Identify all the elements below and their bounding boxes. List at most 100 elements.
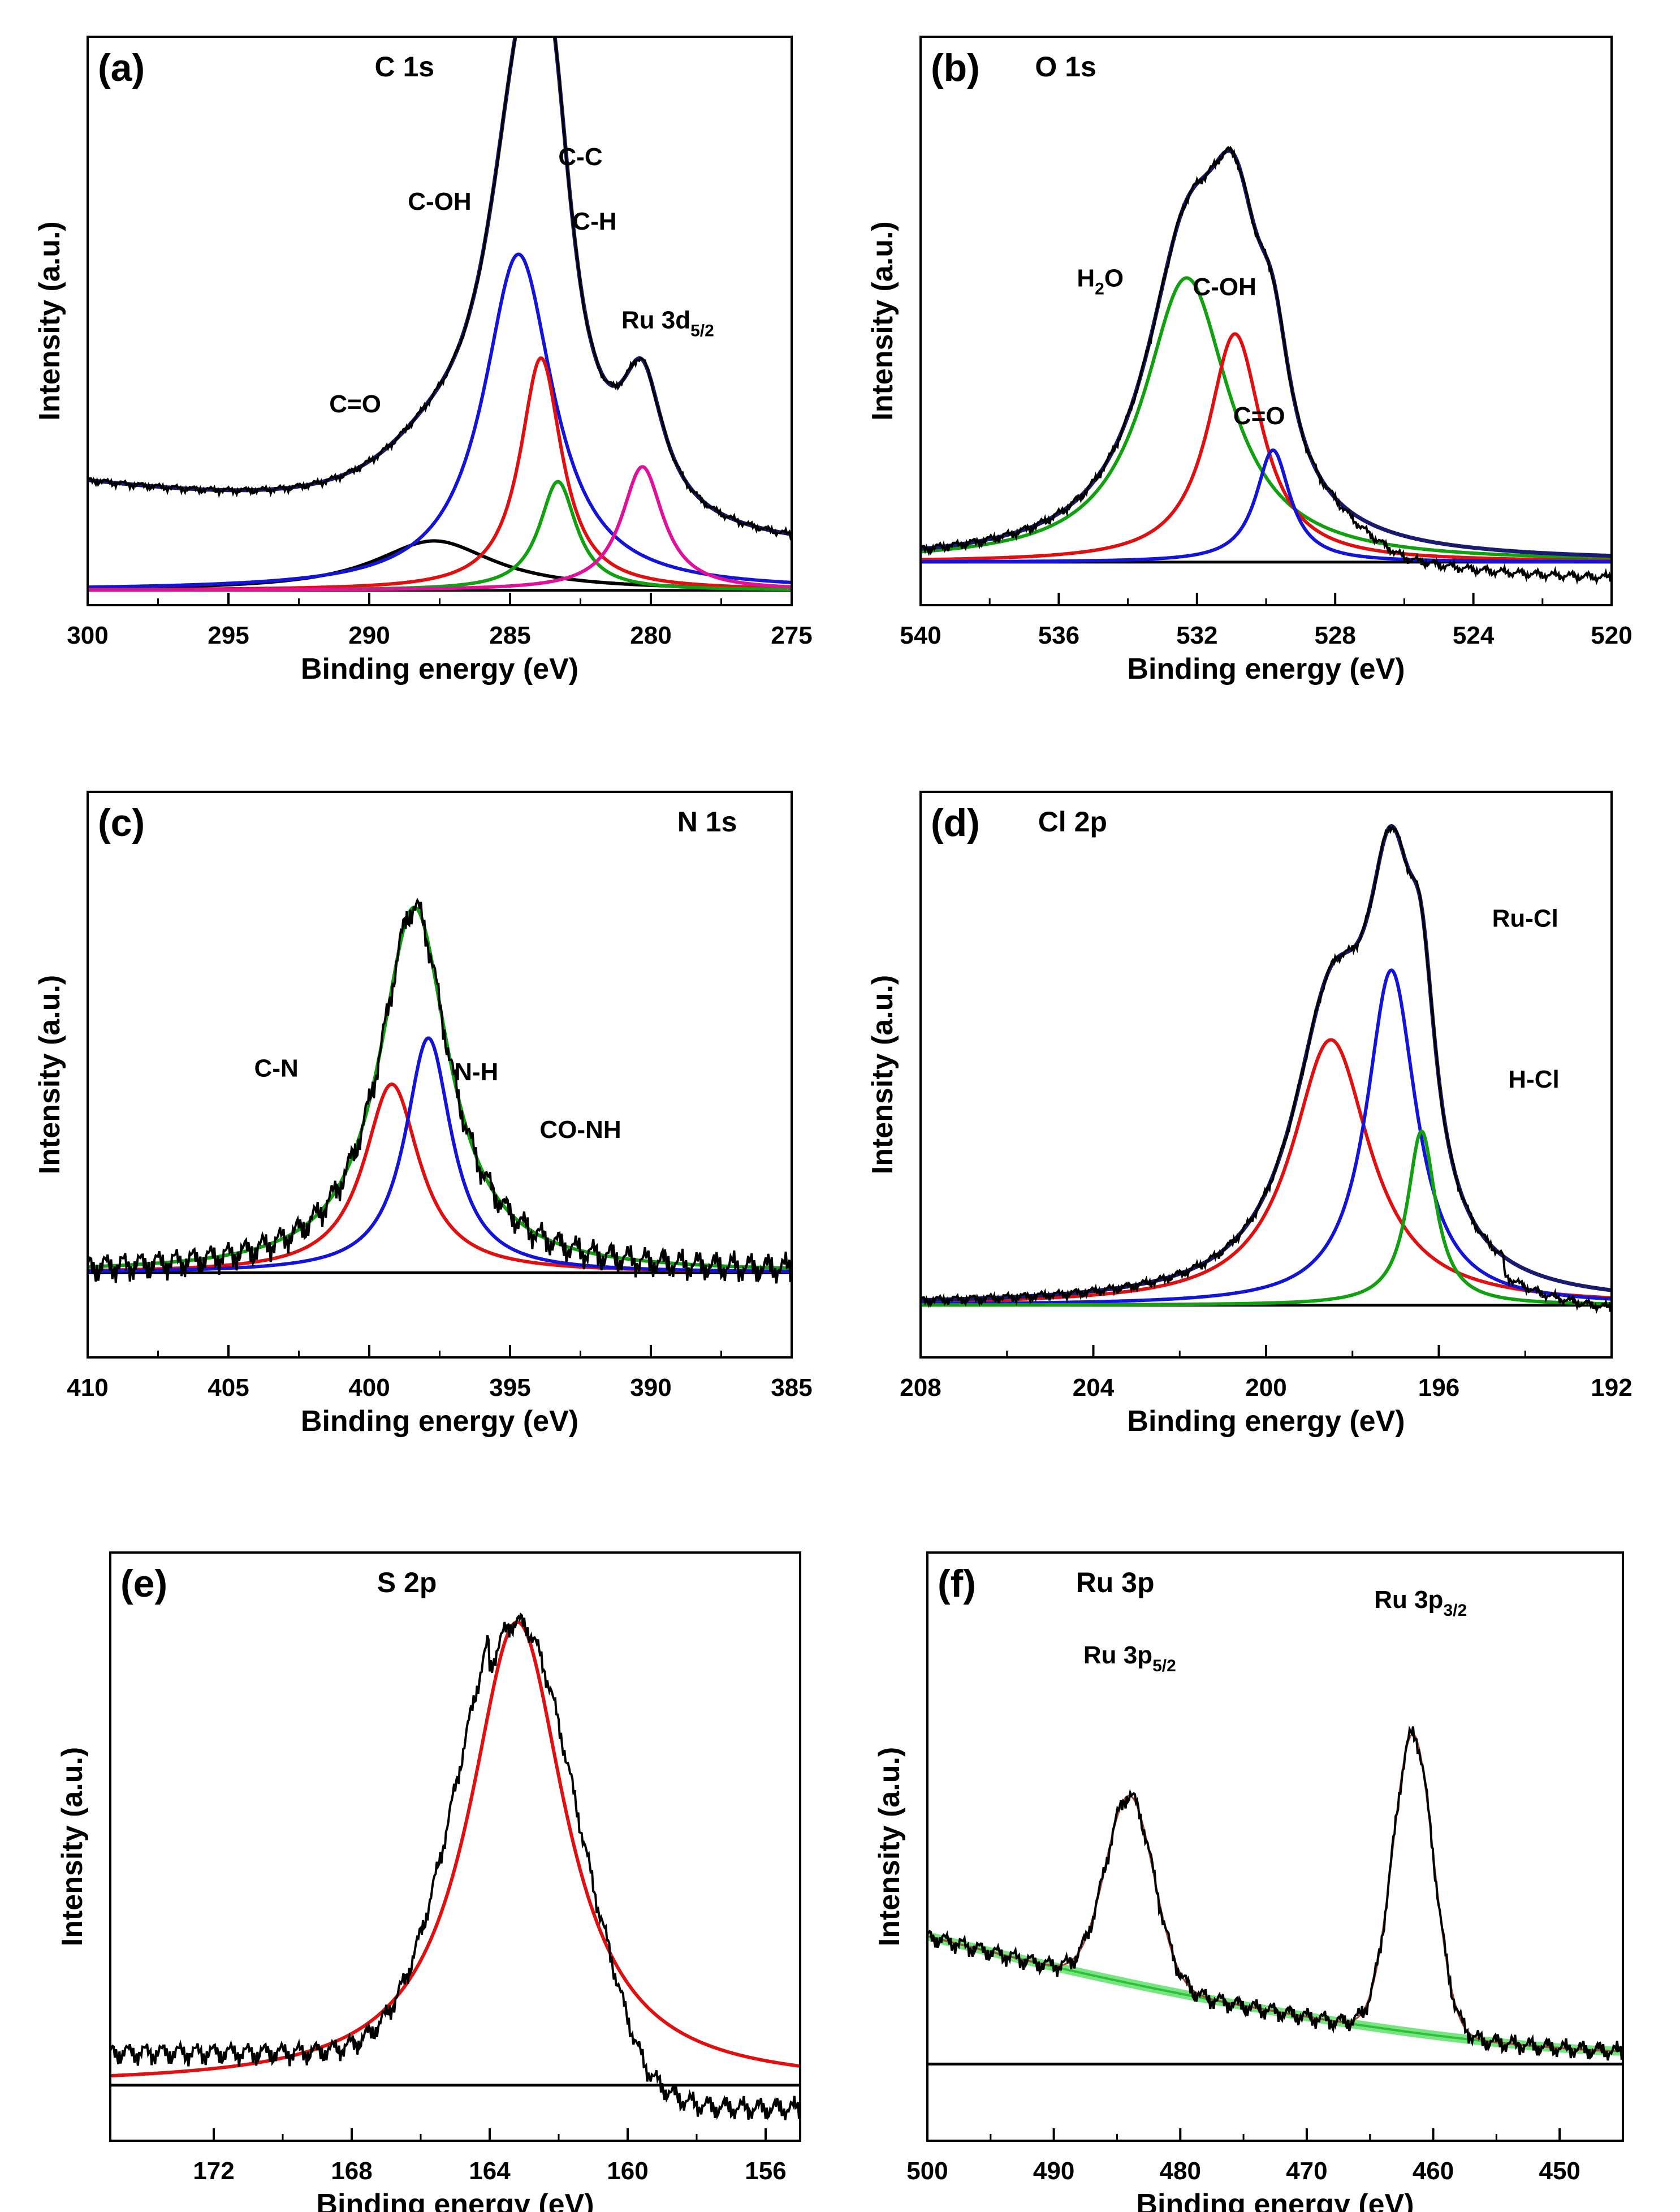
y-axis-title-b: Intensity (a.u.)	[866, 221, 899, 420]
peak-d-ru-cl	[921, 968, 1612, 1306]
x-tick-label-a-1: 295	[208, 622, 249, 649]
panel-label-a: (a)	[98, 46, 145, 89]
plot-frame-f	[926, 1551, 1624, 2142]
panel-title-b: O 1s	[1035, 51, 1096, 83]
peak-a-ru-3d5-2	[88, 465, 792, 592]
y-axis-title-a: Intensity (a.u.)	[33, 221, 66, 420]
x-tick-label-b-3: 528	[1314, 622, 1355, 649]
x-axis-title-d: Binding energy (eV)	[1127, 1405, 1405, 1438]
x-tick-label-f-4: 460	[1413, 2157, 1454, 2185]
peak-e-s-2p	[110, 1620, 800, 2078]
x-tick-label-c-0: 410	[67, 1374, 108, 1402]
panel-c: 410 405 400 395 390 385 Binding energy (eV) Int…	[33, 791, 813, 1438]
y-axis-title-f: Intensity (a.u.)	[873, 1747, 906, 1946]
peak-a-c-oh	[88, 252, 792, 589]
experimental-curve-c	[88, 898, 792, 1284]
annotation-a-1: C-C	[558, 143, 602, 171]
plot-area-a	[88, 37, 792, 592]
panel-b: 540 536 532 528 524 520 Binding energy (eV) Int…	[866, 36, 1633, 685]
x-tick-label-f-2: 480	[1160, 2157, 1201, 2185]
annotation-c-0: C-N	[254, 1054, 299, 1082]
plot-frame-e	[109, 1551, 801, 2142]
x-tick-label-f-0: 500	[906, 2157, 948, 2185]
x-tick-label-d-1: 204	[1073, 1374, 1115, 1402]
annotation-a-3: Ru 3d5/2	[621, 307, 714, 340]
annotation-a-0: C-OH	[408, 188, 471, 215]
x-tick-label-c-3: 395	[489, 1374, 530, 1402]
x-tick-label-b-4: 524	[1453, 622, 1495, 649]
annotation-a-2: C-H	[572, 208, 616, 235]
x-tick-label-d-2: 200	[1245, 1374, 1286, 1402]
x-tick-label-c-5: 385	[771, 1374, 812, 1402]
x-tick-label-b-2: 532	[1176, 622, 1217, 649]
x-tick-label-c-4: 390	[630, 1374, 671, 1402]
panel-title-d: Cl 2p	[1038, 806, 1107, 838]
x-tick-label-b-0: 540	[900, 622, 941, 649]
x-axis-title-a: Binding energy (eV)	[301, 653, 578, 685]
x-tick-label-b-5: 520	[1591, 622, 1632, 649]
annotation-f-1: Ru 3p3/2	[1374, 1586, 1467, 1620]
plot-area-c	[88, 898, 792, 1284]
x-axis-title-b: Binding energy (eV)	[1127, 653, 1405, 685]
y-axis-title-d: Intensity (a.u.)	[866, 975, 899, 1174]
x-tick-label-a-0: 300	[67, 622, 108, 649]
panel-label-e: (e)	[120, 1562, 167, 1605]
annotation-d-0: Ru-Cl	[1492, 904, 1558, 932]
panel-label-c: (c)	[98, 801, 145, 844]
y-axis-title-e: Intensity (a.u.)	[56, 1747, 89, 1946]
panel-a: 300 295 290 285 280 275 Binding energy (eV) Int…	[33, 36, 813, 685]
annotation-c-1: N-H	[454, 1058, 498, 1086]
plot-area-f	[927, 1725, 1623, 2066]
annotation-c-2: CO-NH	[539, 1116, 621, 1144]
x-tick-label-f-5: 450	[1539, 2157, 1580, 2185]
x-tick-label-f-3: 470	[1286, 2157, 1327, 2185]
plot-area-b	[921, 145, 1612, 585]
experimental-curve-e	[110, 1612, 800, 2120]
panel-title-e: S 2p	[377, 1567, 437, 1598]
panel-e: 172 168 164 160 156 Binding energy (eV) Intens…	[56, 1551, 801, 2212]
x-tick-label-c-1: 405	[208, 1374, 249, 1402]
x-tick-label-c-2: 400	[348, 1374, 390, 1402]
peak-d-h-cl	[921, 1129, 1612, 1307]
x-tick-label-d-3: 196	[1418, 1374, 1459, 1402]
x-tick-label-a-2: 290	[348, 622, 390, 649]
experimental-curve-b	[921, 145, 1612, 585]
experimental-curve-f	[927, 1725, 1623, 2061]
experimental-curve-a	[88, 37, 792, 541]
x-axis-title-c: Binding energy (eV)	[301, 1405, 578, 1438]
panel-d: 208 204 200 196 192 Binding energy (eV) Intens…	[866, 791, 1633, 1438]
peak-b-c-o	[921, 448, 1612, 564]
x-tick-label-e-3: 160	[607, 2157, 648, 2185]
annotation-f-0: Ru 3p5/2	[1083, 1641, 1176, 1675]
peak-b-c-oh	[921, 332, 1612, 562]
x-tick-label-e-1: 168	[331, 2157, 372, 2185]
panel-label-f: (f)	[938, 1562, 976, 1605]
panel-f: 500 490 480 470 460 450 Binding energy (eV) Int…	[873, 1551, 1624, 2212]
panel-title-a: C 1s	[374, 51, 434, 83]
plot-area-e	[110, 1612, 800, 2120]
x-tick-label-a-3: 285	[489, 622, 530, 649]
plot-area-d	[921, 823, 1612, 1314]
x-tick-label-d-4: 192	[1591, 1374, 1632, 1402]
x-axis-title-e: Binding energy (eV)	[316, 2188, 594, 2212]
annotation-b-0: H2O	[1077, 265, 1124, 299]
x-axis-title-f: Binding energy (eV)	[1136, 2188, 1414, 2212]
panel-title-c: N 1s	[677, 806, 737, 838]
x-tick-label-e-4: 156	[745, 2157, 786, 2185]
panel-label-d: (d)	[931, 801, 980, 844]
x-tick-label-b-1: 536	[1038, 622, 1079, 649]
y-axis-title-c: Intensity (a.u.)	[33, 975, 66, 1174]
peak-b-h2o	[921, 276, 1612, 560]
experimental-curve-d	[921, 825, 1612, 1314]
panel-title-f: Ru 3p	[1076, 1567, 1155, 1598]
panel-label-b: (b)	[931, 46, 980, 89]
x-tick-label-e-2: 164	[469, 2157, 511, 2185]
x-tick-label-f-1: 490	[1033, 2157, 1074, 2185]
annotation-a-4: C=O	[329, 390, 381, 418]
x-tick-label-a-4: 280	[630, 622, 671, 649]
x-tick-label-d-0: 208	[900, 1374, 941, 1402]
x-tick-label-e-0: 172	[193, 2157, 234, 2185]
x-tick-label-a-5: 275	[771, 622, 812, 649]
annotation-b-1: C-OH	[1193, 273, 1256, 301]
